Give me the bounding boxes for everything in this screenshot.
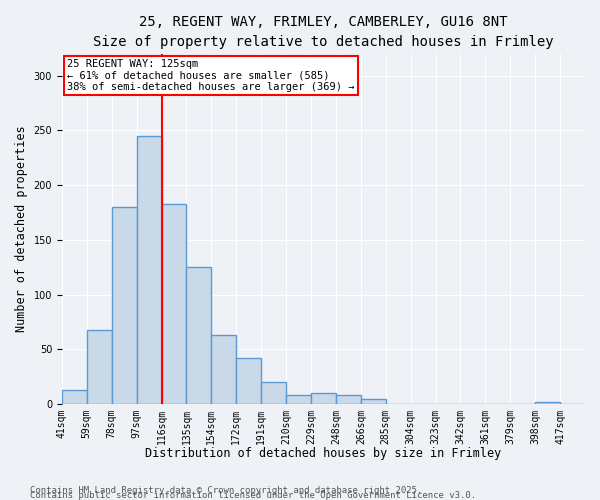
Bar [112, 207, 137, 404]
Bar [311, 393, 336, 404]
Bar [161, 204, 187, 404]
Bar [336, 396, 361, 404]
Bar [211, 335, 236, 404]
Bar [361, 398, 386, 404]
Bar [87, 330, 112, 404]
Bar [137, 136, 161, 404]
X-axis label: Distribution of detached houses by size in Frimley: Distribution of detached houses by size … [145, 447, 502, 460]
Bar [261, 382, 286, 404]
Text: Contains public sector information licensed under the Open Government Licence v3: Contains public sector information licen… [30, 491, 476, 500]
Bar [187, 268, 211, 404]
Title: 25, REGENT WAY, FRIMLEY, CAMBERLEY, GU16 8NT
Size of property relative to detach: 25, REGENT WAY, FRIMLEY, CAMBERLEY, GU16… [93, 15, 554, 48]
Y-axis label: Number of detached properties: Number of detached properties [15, 126, 28, 332]
Bar [236, 358, 261, 404]
Text: Contains HM Land Registry data © Crown copyright and database right 2025.: Contains HM Land Registry data © Crown c… [30, 486, 422, 495]
Text: 25 REGENT WAY: 125sqm
← 61% of detached houses are smaller (585)
38% of semi-det: 25 REGENT WAY: 125sqm ← 61% of detached … [67, 59, 355, 92]
Bar [286, 396, 311, 404]
Bar [535, 402, 560, 404]
Bar [62, 390, 87, 404]
